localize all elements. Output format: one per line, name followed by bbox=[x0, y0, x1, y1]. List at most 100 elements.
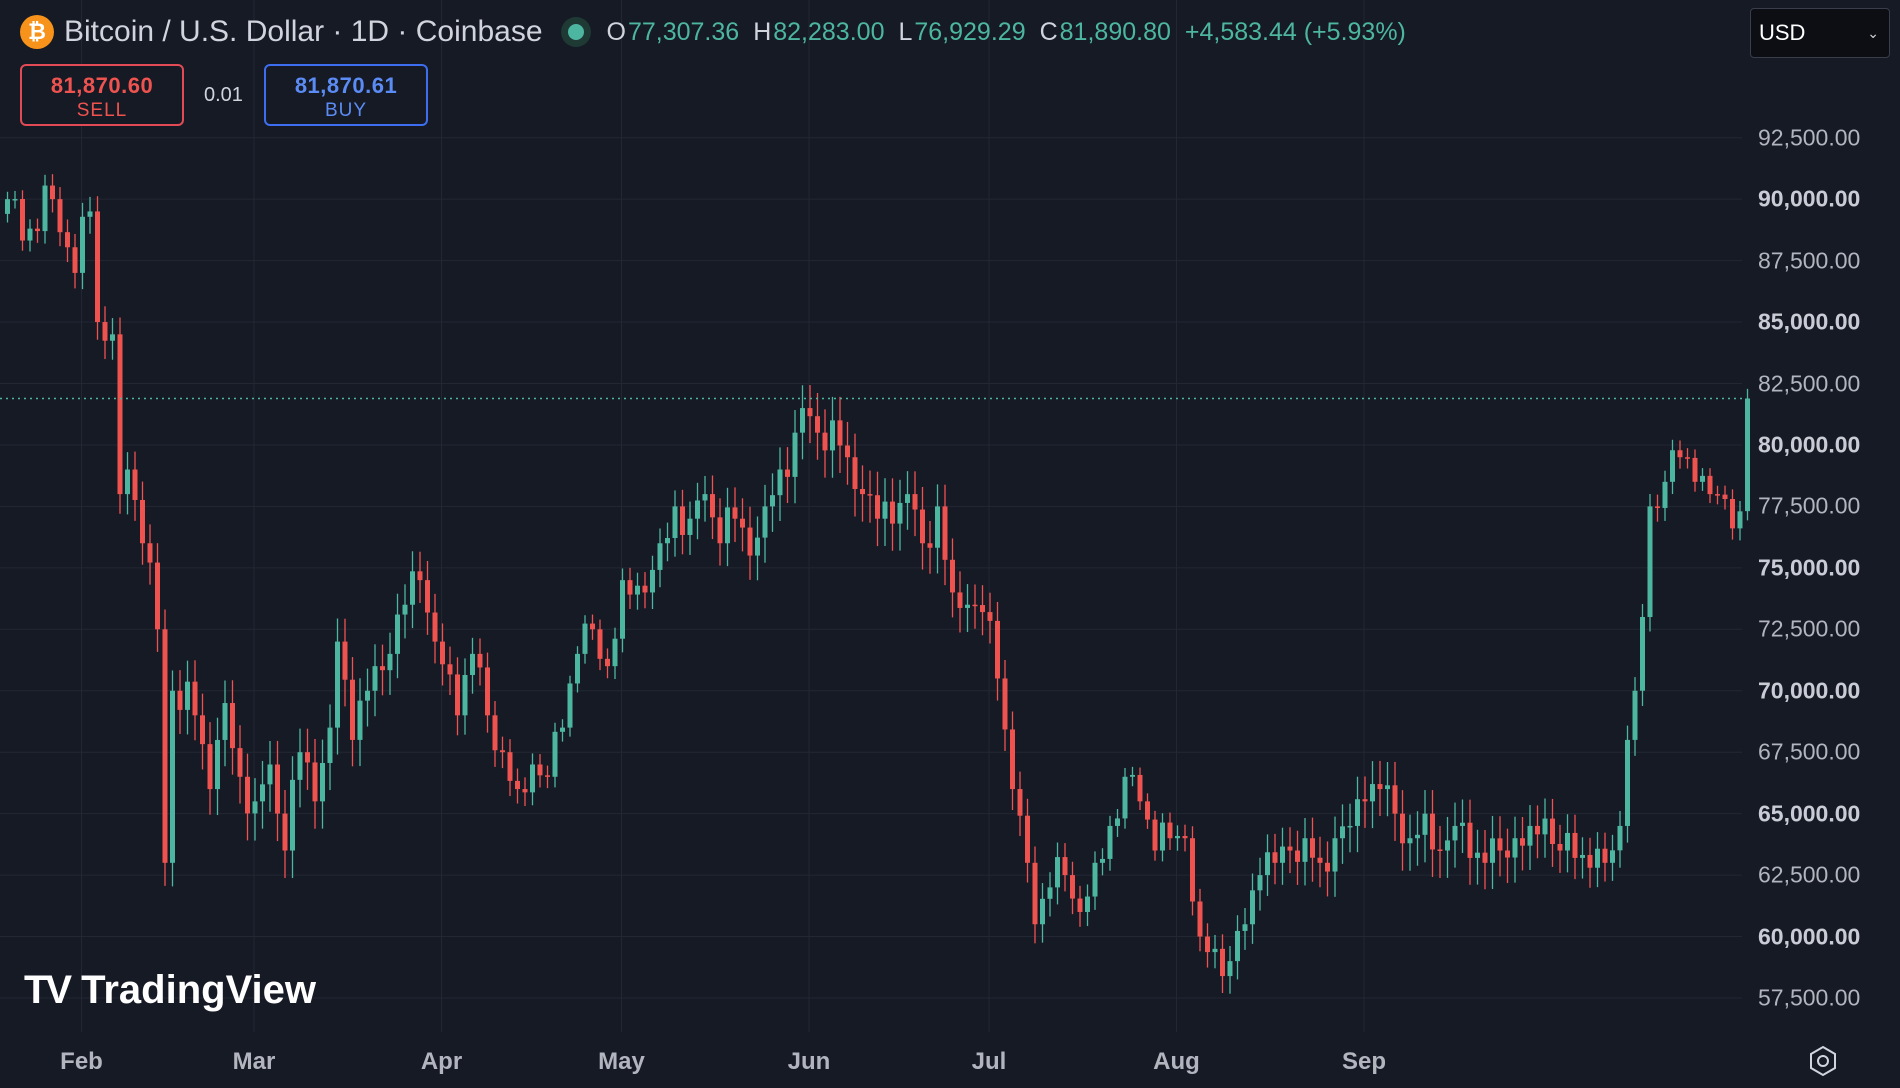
candle bbox=[950, 538, 955, 618]
candle-body bbox=[612, 638, 618, 667]
candle bbox=[1002, 660, 1008, 751]
candle bbox=[320, 739, 325, 829]
candle-body bbox=[1017, 789, 1023, 816]
candle-body bbox=[1287, 846, 1293, 851]
chevron-down-icon: ⌄ bbox=[1867, 24, 1879, 41]
candle-body bbox=[1662, 481, 1668, 508]
candle bbox=[1437, 825, 1443, 878]
candle bbox=[860, 465, 865, 522]
candle bbox=[1235, 915, 1240, 980]
candle bbox=[117, 317, 123, 514]
candle bbox=[762, 484, 768, 563]
candle bbox=[125, 452, 130, 515]
candle-body bbox=[1587, 854, 1593, 868]
candle-body bbox=[200, 715, 205, 745]
high-label: H bbox=[753, 17, 772, 46]
candle-body bbox=[222, 703, 228, 740]
candle bbox=[1160, 813, 1165, 862]
candle bbox=[1677, 440, 1683, 469]
candle-body bbox=[1130, 774, 1135, 777]
candle-body bbox=[177, 690, 183, 710]
candle-body bbox=[1280, 846, 1285, 863]
candle-body bbox=[957, 592, 963, 608]
settings-icon[interactable] bbox=[1806, 1044, 1840, 1078]
candle-body bbox=[1407, 838, 1413, 844]
candle-body bbox=[1557, 844, 1563, 851]
currency-select[interactable]: USD ⌄ bbox=[1750, 8, 1890, 58]
candle-body bbox=[1182, 836, 1188, 839]
candle bbox=[747, 506, 753, 580]
candle-body bbox=[1722, 494, 1728, 500]
candle-body bbox=[1625, 739, 1630, 826]
candle bbox=[1100, 848, 1105, 876]
candle-body bbox=[290, 779, 295, 851]
candle bbox=[1670, 439, 1675, 495]
candle bbox=[470, 637, 475, 694]
candle bbox=[852, 433, 858, 517]
candle-body bbox=[350, 679, 355, 740]
candle-body bbox=[537, 764, 543, 776]
candle bbox=[417, 551, 423, 604]
candle-body bbox=[1505, 850, 1510, 858]
change-value: +4,583.44 (+5.93%) bbox=[1184, 17, 1406, 46]
price-tick-label: 90,000.00 bbox=[1758, 185, 1861, 212]
candle-body bbox=[1175, 836, 1180, 839]
candle-body bbox=[1272, 852, 1278, 863]
candle-body bbox=[1595, 848, 1600, 868]
candle bbox=[642, 572, 648, 609]
candle-body bbox=[1422, 813, 1428, 835]
candle bbox=[845, 421, 850, 485]
candle bbox=[305, 728, 310, 790]
tradingview-logo[interactable]: TV TradingView bbox=[24, 968, 316, 1013]
candle bbox=[1302, 818, 1308, 886]
candle bbox=[20, 190, 25, 251]
bitcoin-icon: ₿ bbox=[20, 15, 54, 49]
candle-body bbox=[275, 764, 280, 814]
candle bbox=[770, 473, 775, 532]
candle bbox=[522, 777, 528, 807]
candle-body bbox=[447, 664, 453, 675]
candle-body bbox=[552, 731, 558, 777]
market-status-icon[interactable] bbox=[560, 17, 591, 47]
candle-body bbox=[492, 715, 498, 751]
candle-body bbox=[1010, 729, 1015, 790]
candle-body bbox=[905, 494, 910, 503]
candle bbox=[1587, 837, 1593, 888]
candle bbox=[1317, 836, 1323, 888]
candle bbox=[1655, 494, 1660, 522]
candle bbox=[1527, 805, 1533, 870]
candle bbox=[1220, 934, 1225, 993]
candle bbox=[50, 174, 55, 213]
candle-body bbox=[1490, 838, 1495, 863]
candle-body bbox=[845, 445, 850, 458]
candle bbox=[1572, 814, 1578, 880]
candle bbox=[1032, 846, 1038, 944]
time-tick-label: Aug bbox=[1153, 1048, 1200, 1075]
symbol-title[interactable]: Bitcoin / U.S. Dollar · 1D · Coinbase bbox=[64, 15, 543, 48]
candle-body bbox=[1400, 813, 1405, 844]
candle bbox=[837, 396, 843, 473]
candle bbox=[252, 778, 258, 841]
candle bbox=[635, 572, 640, 610]
candle bbox=[807, 385, 813, 444]
candle-body bbox=[1355, 799, 1360, 826]
candle bbox=[80, 202, 85, 290]
candle-body bbox=[927, 543, 933, 548]
candle bbox=[800, 385, 805, 460]
candle-body bbox=[95, 211, 100, 323]
sell-button[interactable]: 81,870.60 SELL bbox=[20, 64, 184, 126]
candle-body bbox=[725, 507, 730, 544]
candle-body bbox=[1670, 450, 1675, 482]
candle-body bbox=[860, 488, 865, 495]
candle-body bbox=[1227, 961, 1233, 977]
candle-body bbox=[1730, 499, 1735, 529]
open-label: O bbox=[606, 17, 626, 46]
candle-body bbox=[1452, 825, 1458, 841]
candle bbox=[342, 618, 348, 707]
candle-body bbox=[747, 527, 753, 556]
candle bbox=[1355, 776, 1360, 853]
candle bbox=[1287, 827, 1293, 874]
candle bbox=[695, 482, 700, 540]
buy-button[interactable]: 81,870.61 BUY bbox=[264, 64, 428, 126]
